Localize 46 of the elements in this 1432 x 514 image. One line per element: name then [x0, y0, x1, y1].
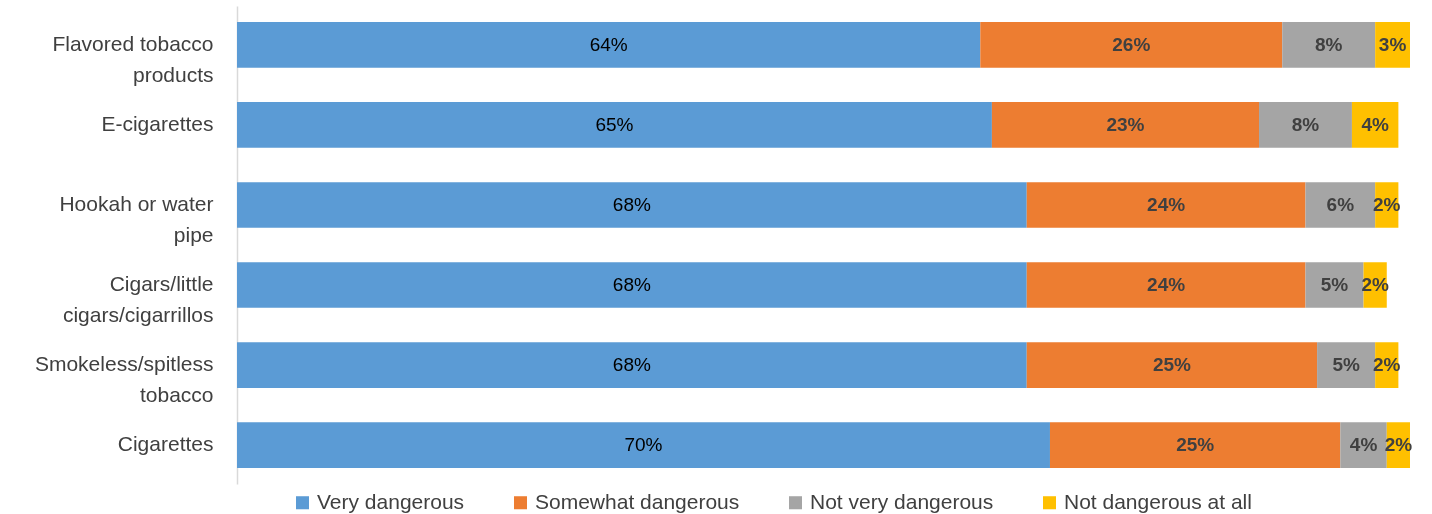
- bar: [237, 342, 1027, 388]
- bar: [237, 262, 1027, 308]
- data-label: 25%: [1152, 354, 1192, 376]
- bar: [980, 22, 1283, 68]
- data-label: 25%: [1176, 434, 1215, 456]
- y-tick-label: Cigars/little cigars/cigarrillos: [62, 272, 214, 327]
- bar: [1026, 182, 1306, 228]
- bar: [237, 102, 992, 148]
- bar: [1305, 262, 1364, 308]
- data-label: 64%: [589, 33, 628, 55]
- y-tick-label: E-cigarettes: [101, 111, 214, 135]
- data-label: 5%: [1332, 354, 1360, 376]
- bar: [1049, 422, 1341, 468]
- data-label: 4%: [1361, 113, 1389, 135]
- data-label: 5%: [1320, 274, 1349, 296]
- data-label: 8%: [1314, 33, 1343, 55]
- data-label: 65%: [595, 113, 634, 135]
- bar: [991, 102, 1260, 148]
- data-label: 68%: [612, 274, 651, 296]
- data-label: 8%: [1291, 113, 1320, 135]
- y-tick-label: Flavored tobacco products: [52, 31, 214, 86]
- bar: [237, 22, 981, 68]
- data-label: 6%: [1326, 193, 1355, 215]
- legend-label: Somewhat dangerous: [535, 489, 740, 513]
- legend-label: Not dangerous at all: [1064, 489, 1252, 513]
- legend-label: Not very dangerous: [810, 489, 994, 513]
- data-label: 4%: [1349, 434, 1378, 456]
- bar: [1340, 422, 1387, 468]
- bar: [237, 182, 1027, 228]
- bar: [1026, 342, 1318, 388]
- bar: [1259, 102, 1352, 148]
- y-tick-label: Hookah or water pipe: [59, 191, 214, 246]
- data-label: 24%: [1147, 274, 1186, 296]
- data-label: 70%: [624, 434, 663, 456]
- data-label: 68%: [612, 354, 651, 376]
- bar: [1026, 262, 1306, 308]
- data-label: 24%: [1147, 193, 1186, 215]
- data-label: 26%: [1112, 33, 1151, 55]
- data-label: 23%: [1106, 113, 1145, 135]
- bar: [1282, 22, 1376, 68]
- y-tick-label: Smokeless/spitless tobacco: [34, 352, 214, 407]
- legend-label: Very dangerous: [317, 489, 465, 513]
- data-label: 68%: [612, 193, 651, 215]
- y-tick-label: Cigarettes: [117, 432, 214, 456]
- bar: [237, 422, 1050, 468]
- data-label: 3%: [1378, 33, 1407, 55]
